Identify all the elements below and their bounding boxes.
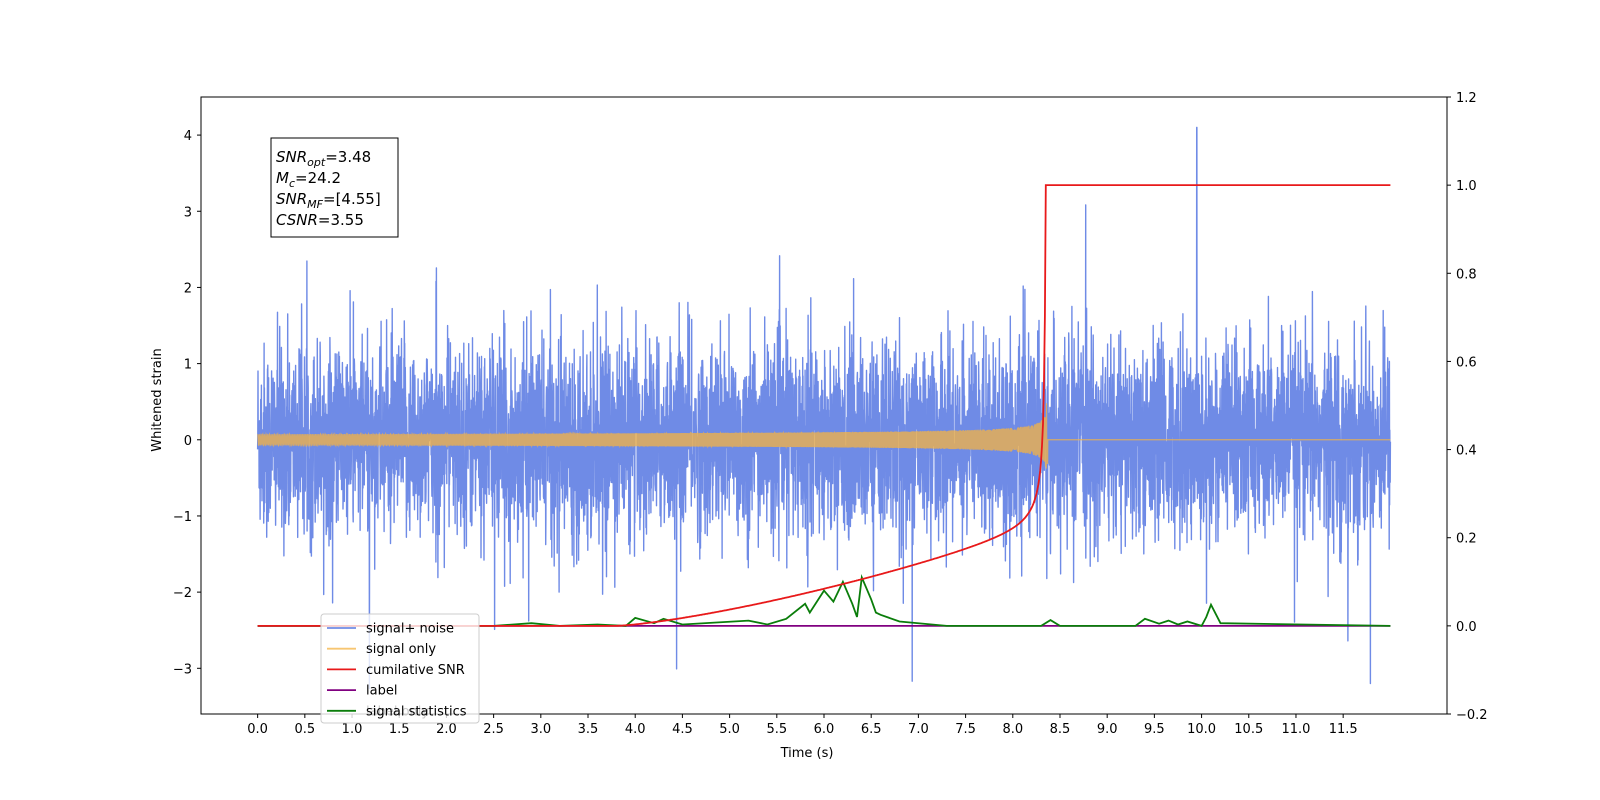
x-tick-label: 11.5 — [1329, 722, 1358, 737]
legend-label: label — [366, 684, 397, 699]
y2-tick-label: 0.6 — [1456, 355, 1477, 370]
annotation-line: SNRopt=3.48 — [276, 148, 371, 169]
x-tick-label: 2.5 — [483, 722, 504, 737]
x-tick-label: 3.5 — [578, 722, 599, 737]
x-tick-label: 6.0 — [814, 722, 835, 737]
legend-label: signal+ noise — [366, 622, 454, 637]
y-tick-label: −1 — [173, 510, 192, 525]
x-tick-label: 9.0 — [1097, 722, 1118, 737]
x-tick-label: 8.5 — [1050, 722, 1071, 737]
x-tick-label: 4.0 — [625, 722, 646, 737]
series-signal-noise — [256, 126, 1392, 690]
y-axis-right: 1.2 1.0 0.8 0.6 0.4 0.2 0.0 −0.2 — [1447, 91, 1488, 723]
y2-tick-label: 1.0 — [1456, 179, 1477, 194]
x-axis-label: Time (s) — [780, 746, 834, 761]
y2-tick-label: 0.4 — [1456, 444, 1477, 459]
y-axis-label: Whitened strain — [150, 348, 165, 451]
y2-tick-label: 0.8 — [1456, 267, 1477, 282]
annotation-line: Mc=24.2 — [276, 169, 341, 190]
y2-tick-label: 1.2 — [1456, 91, 1477, 106]
legend-label: signal statistics — [366, 704, 467, 719]
y2-tick-label: 0.0 — [1456, 620, 1477, 635]
legend-label: label only — [366, 704, 429, 719]
annotation-frame — [270, 137, 399, 238]
x-tick-label: 2.0 — [436, 722, 457, 737]
x-tick-label: 6.5 — [861, 722, 882, 737]
y-tick-label: 1 — [184, 358, 192, 373]
y-tick-label: −3 — [173, 662, 192, 677]
y-axis-left: 4 3 2 1 0 −1 −2 −3 — [173, 129, 201, 677]
series-cumulative-snr — [257, 184, 1391, 627]
x-tick-label: 4.5 — [672, 722, 693, 737]
x-tick-label: 9.5 — [1144, 722, 1165, 737]
x-tick-label: 0.0 — [247, 722, 268, 737]
annotation-line: SNRMF=[4.55] — [276, 190, 381, 211]
x-tick-label: 0.5 — [294, 722, 315, 737]
x-tick-label: 5.5 — [766, 722, 787, 737]
annotation-line: CSNR=3.55 — [276, 211, 364, 229]
plot-area — [256, 126, 1392, 690]
y-tick-label: −2 — [173, 586, 192, 601]
legend-frame — [320, 613, 480, 724]
series-signal-only — [257, 403, 1391, 469]
y-tick-label: 0 — [184, 434, 192, 449]
y-tick-label: 4 — [184, 129, 192, 144]
y-tick-label: 3 — [184, 205, 192, 220]
x-tick-label: 3.0 — [530, 722, 551, 737]
x-tick-label: 7.5 — [955, 722, 976, 737]
y-tick-label: 2 — [184, 281, 192, 296]
x-tick-label: 8.0 — [1002, 722, 1023, 737]
y2-tick-label: −0.2 — [1456, 708, 1488, 723]
x-tick-label: 7.0 — [908, 722, 929, 737]
legend-label: cumilative SNR — [366, 663, 465, 678]
x-axis: 0.0 0.5 1.0 1.5 2.0 2.5 3.0 3.5 4.0 4.5 5.0 5.5 6.0 6… — [247, 714, 1358, 737]
x-tick-label: 1.5 — [389, 722, 410, 737]
x-tick-label: 10.0 — [1187, 722, 1216, 737]
y2-tick-label: 0.2 — [1456, 532, 1477, 547]
x-tick-label: 1.0 — [342, 722, 363, 737]
legend: signal+ noise signal only cumilative SNR la… — [320, 613, 480, 724]
x-tick-label: 11.0 — [1281, 722, 1310, 737]
x-tick-label: 10.5 — [1234, 722, 1263, 737]
legend-label: signal only — [366, 642, 436, 657]
x-tick-label: 5.0 — [719, 722, 740, 737]
